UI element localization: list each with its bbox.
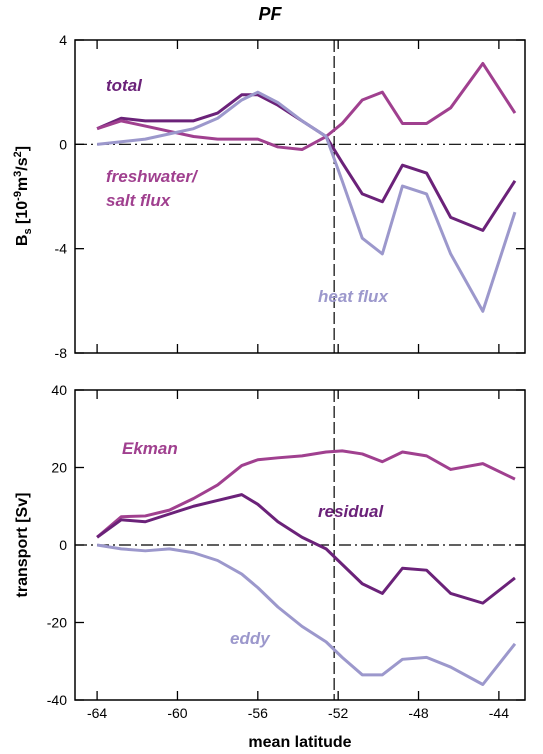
y-tick-label: -40 (47, 692, 67, 708)
y-tick-label: 20 (51, 460, 67, 476)
series-line (96, 90, 517, 313)
x-axis-label: mean latitude (248, 734, 351, 751)
y-tick-label: 0 (59, 136, 67, 152)
label-part: B (14, 235, 31, 247)
x-tick-label: -44 (489, 705, 509, 721)
y-tick-label: 4 (59, 32, 67, 48)
plot-frame (74, 389, 526, 701)
label-part: /s (14, 157, 31, 170)
label-part: ] (14, 146, 31, 151)
series-label: residual (318, 502, 384, 521)
series-line (96, 543, 517, 686)
series-line (96, 61, 517, 152)
series-label: freshwater/ salt flux (106, 167, 197, 210)
x-tick-label: -48 (408, 705, 428, 721)
label-part: -9 (12, 191, 24, 201)
series-line (96, 449, 516, 539)
x-tick-label: -56 (248, 705, 268, 721)
label-part: m (14, 177, 31, 191)
y-axis-label: transport [Sv] (14, 493, 31, 598)
y-axis-label: Bs [10-9m3/s2] (12, 146, 34, 246)
x-tick-label: -64 (87, 705, 107, 721)
x-tick-label: -60 (167, 705, 187, 721)
y-tick-label: -4 (55, 241, 68, 257)
label-part: 3 (12, 171, 24, 177)
series-label: eddy (230, 629, 270, 648)
x-tick-label: -52 (328, 705, 348, 721)
series-label: total (106, 76, 142, 95)
label-part: [10 (14, 201, 31, 229)
series-line (96, 493, 516, 605)
y-tick-label: 0 (59, 537, 67, 553)
chart-title: PF (258, 4, 282, 24)
y-tick-label: -20 (47, 615, 67, 631)
series-label: heat flux (318, 287, 388, 306)
plot-frame (74, 39, 526, 354)
series-label: Ekman (122, 439, 178, 458)
y-tick-label: -8 (55, 345, 68, 361)
label-part: s (22, 228, 34, 234)
label-part: 2 (12, 151, 24, 157)
y-tick-label: 40 (51, 382, 67, 398)
